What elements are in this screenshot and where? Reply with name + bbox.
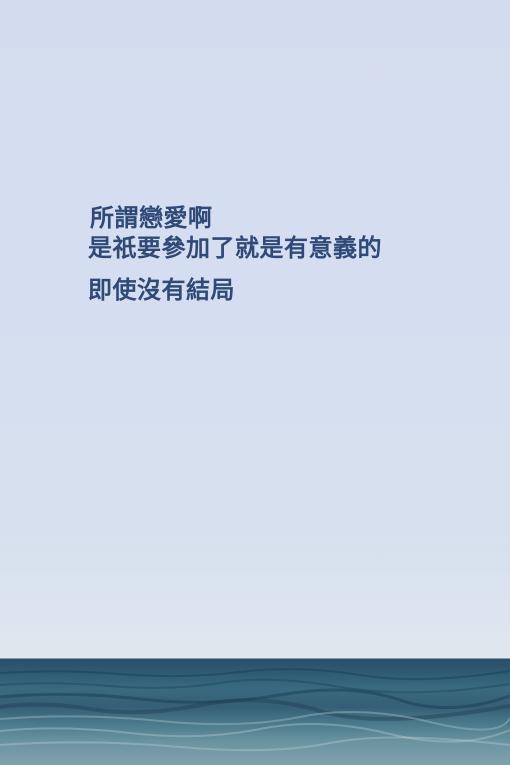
quote-text: 所謂戀愛啊 是祇要參加了就是有意義的 即使沒有結局 (88, 205, 488, 303)
sky-haze (0, 560, 510, 660)
quote-line-2: 是祇要參加了就是有意義的 (88, 233, 382, 262)
sea (0, 659, 510, 765)
sea-waves (0, 668, 510, 752)
quote-line-3: 即使沒有結局 (88, 275, 235, 304)
quote-line-1: 所謂戀愛啊 (90, 203, 213, 232)
